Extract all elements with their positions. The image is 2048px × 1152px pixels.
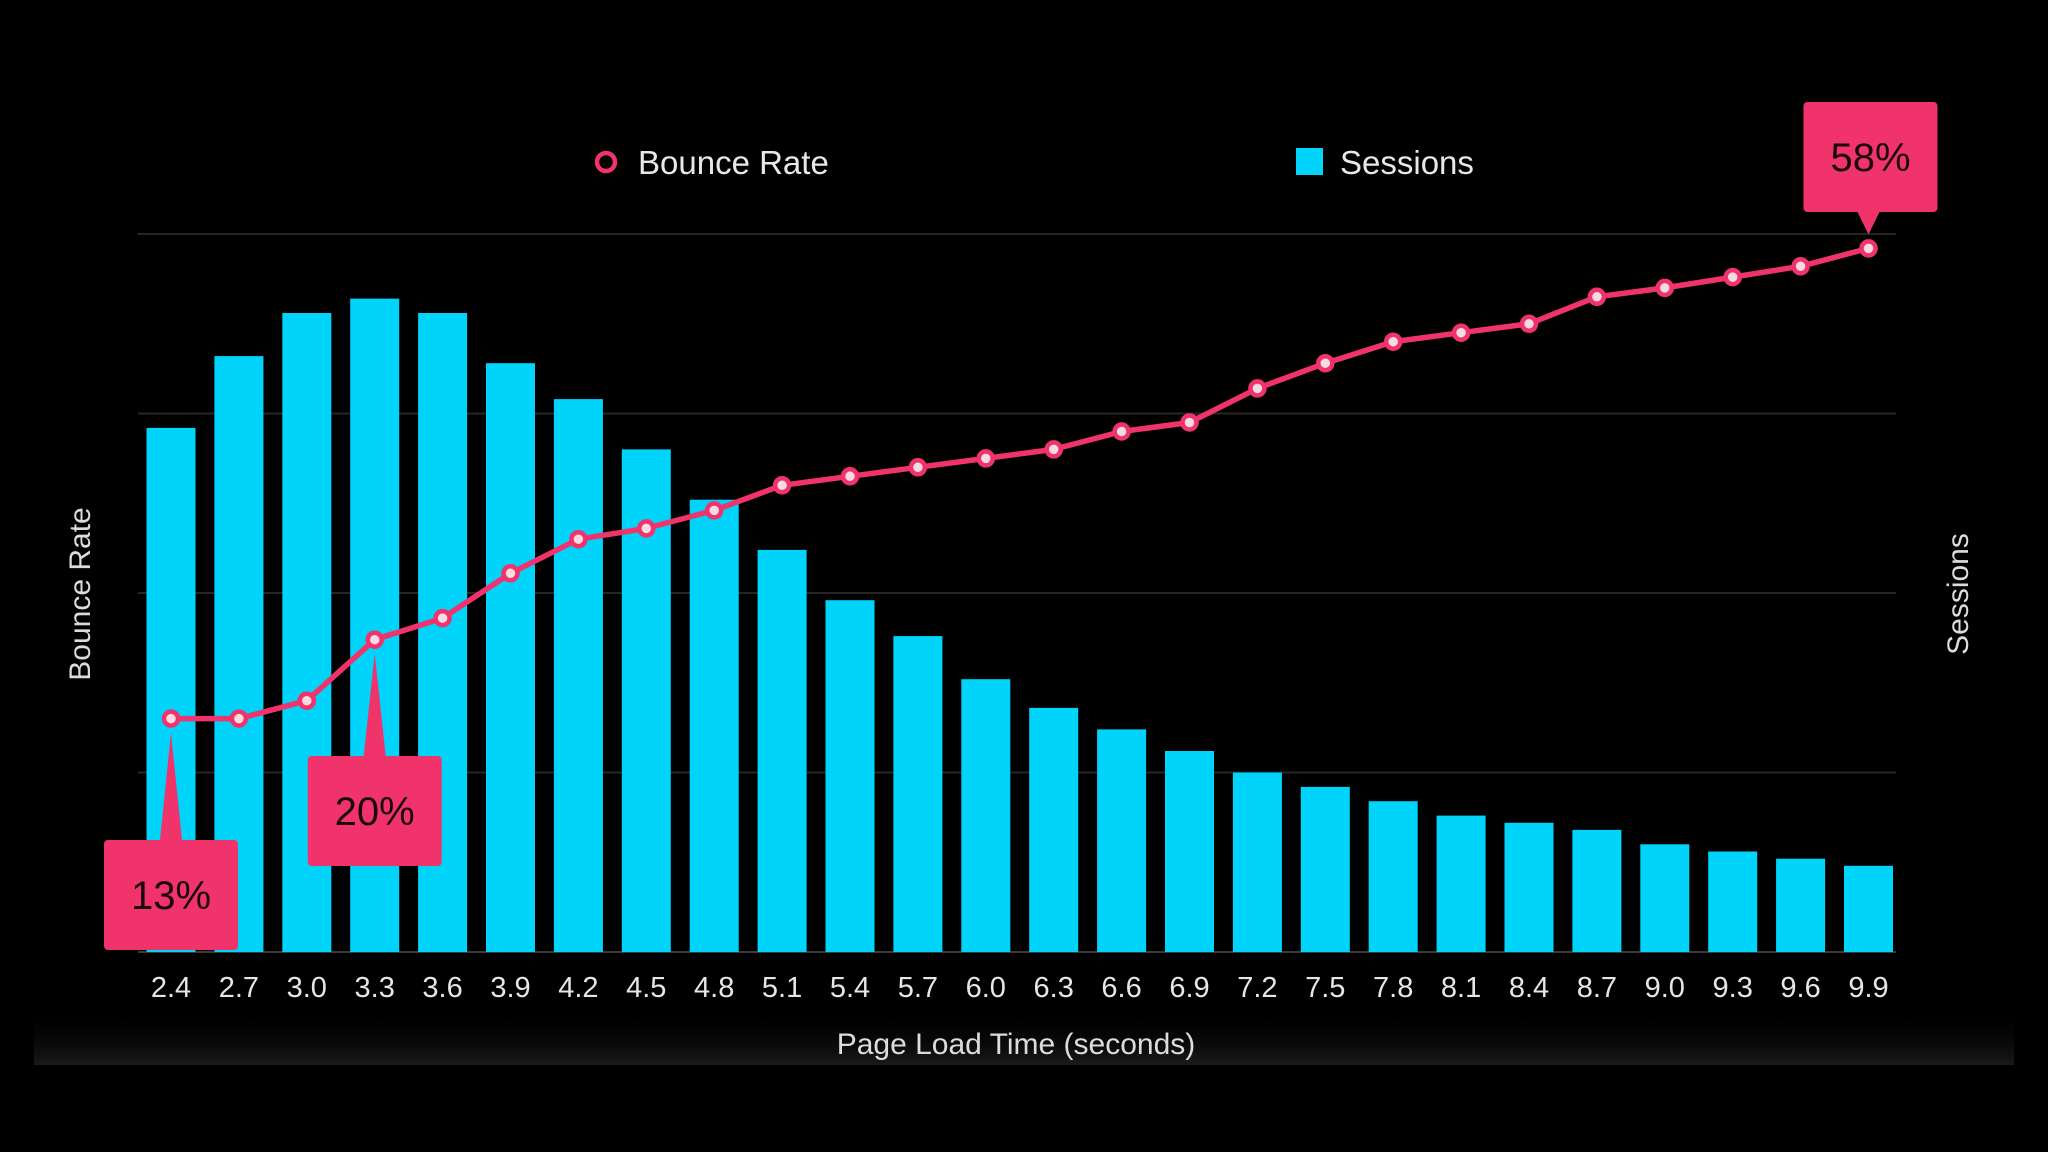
sessions-bar: [1368, 801, 1418, 952]
bounce-rate-point: [501, 564, 520, 583]
sessions-bar: [757, 549, 807, 952]
x-tick-label: 5.4: [830, 972, 870, 1004]
bounce-rate-points: [161, 239, 1878, 728]
sessions-bar: [553, 399, 603, 953]
bounce-rate-point: [704, 501, 724, 520]
x-tick-label: 8.4: [1509, 972, 1549, 1004]
x-tick-label: 8.1: [1441, 972, 1481, 1004]
x-tick-label: 3.9: [490, 972, 530, 1004]
x-tick-label: 6.6: [1101, 972, 1141, 1004]
bounce-rate-point: [569, 529, 588, 549]
bounce-rate-point: [161, 709, 181, 728]
sessions-bar: [1504, 822, 1554, 952]
sessions-bar: [1572, 829, 1622, 952]
bounce-rate-point: [1316, 353, 1335, 373]
sessions-bar: [1232, 772, 1282, 952]
x-tick-label: 6.0: [966, 972, 1006, 1004]
x-axis-ticks: 2.4 2.7 3.0 3.3 3.6 3.9 4.2 4.5 4.8 5.1 5.4 5.7 6.0 6…: [151, 972, 1889, 1004]
sessions-bar: [893, 636, 943, 952]
callout-box: [1803, 102, 1938, 212]
bounce-rate-point: [976, 449, 996, 468]
sessions-bar: [1776, 858, 1826, 952]
x-axis-title: Page Load Time (seconds): [837, 1028, 1196, 1061]
bounce-rate-point: [637, 519, 656, 538]
sessions-bar: [1029, 707, 1079, 952]
callout-label: 58%: [1830, 136, 1910, 180]
x-tick-label: 3.6: [422, 972, 462, 1004]
y-axis-right-title: Sessions: [1942, 533, 1975, 655]
x-tick-label: 3.3: [355, 972, 395, 1004]
bounce-rate-point: [1859, 239, 1878, 258]
x-tick-label: 9.6: [1780, 972, 1820, 1004]
x-tick-label: 9.9: [1848, 972, 1888, 1004]
callout-pointer: [363, 653, 386, 756]
x-tick-label: 7.2: [1237, 972, 1277, 1004]
legend-sessions-marker: [1296, 148, 1323, 175]
bounce-rate-path: [171, 245, 1870, 722]
bounce-rate-point: [229, 709, 249, 728]
sessions-bar: [1097, 729, 1147, 952]
sessions-bars: [146, 298, 1893, 953]
x-tick-label: 4.8: [694, 972, 734, 1004]
bounce-rate-point: [1791, 257, 1810, 276]
sessions-bar: [1844, 865, 1893, 952]
legend-bounce-rate-marker: [594, 150, 618, 174]
bounce-rate-point: [1587, 287, 1607, 307]
sessions-bar: [486, 363, 535, 952]
callout-pointer: [1857, 212, 1880, 235]
bounce-rate-point: [1383, 332, 1403, 351]
callout-box: [104, 840, 238, 950]
bounce-rate-point: [1248, 379, 1267, 398]
bounce-rate-point: [1180, 413, 1199, 432]
y-axis-left-title: Bounce Rate: [64, 507, 97, 680]
legend-bounce-rate-label: Bounce Rate: [638, 144, 829, 181]
x-tick-label: 9.3: [1713, 972, 1753, 1004]
callout-pointer: [160, 732, 182, 840]
legend-sessions-label: Sessions: [1340, 144, 1474, 181]
sessions-bar: [689, 499, 739, 952]
sessions-bar: [1708, 851, 1758, 952]
callout-box: [307, 756, 442, 866]
bounce-rate-point: [1451, 323, 1471, 342]
bounce-rate-point: [433, 608, 452, 628]
sessions-bar: [1640, 844, 1690, 952]
bounce-rate-point: [365, 630, 384, 649]
x-tick-label: 7.5: [1305, 972, 1345, 1004]
sessions-bar: [1165, 751, 1214, 952]
bounce-rate-point: [1723, 267, 1742, 287]
x-tick-label: 6.9: [1169, 972, 1209, 1004]
x-tick-label: 2.4: [151, 972, 191, 1004]
x-tick-label: 6.3: [1034, 972, 1074, 1004]
x-tick-label: 8.7: [1577, 972, 1617, 1004]
sessions-bar: [1436, 815, 1486, 952]
bounce-rate-line: [171, 245, 1870, 722]
x-tick-label: 2.7: [219, 972, 259, 1004]
bounce-rate-point: [1112, 422, 1131, 441]
x-tick-label: 3.0: [287, 972, 327, 1004]
x-tick-label: 9.0: [1645, 972, 1685, 1004]
bounce-rate-point: [772, 476, 792, 495]
x-tick-label: 5.7: [898, 972, 938, 1004]
bounce-rate-point: [1519, 314, 1539, 334]
bottom-strip: [34, 1010, 2014, 1065]
x-tick-label: 4.2: [558, 972, 598, 1004]
x-tick-label: 4.5: [626, 972, 666, 1004]
bounce-rate-point: [1655, 278, 1675, 298]
x-tick-label: 7.8: [1373, 972, 1413, 1004]
sessions-bar: [961, 679, 1011, 952]
bounce-rate-point: [1044, 440, 1063, 459]
x-tick-label: 5.1: [762, 972, 802, 1004]
callout-label: 13%: [131, 874, 211, 918]
sessions-bar: [1300, 786, 1350, 952]
sessions-bar: [825, 600, 875, 952]
bounce-rate-point: [908, 458, 928, 477]
bounce-rate-point: [297, 691, 317, 710]
callouts: 13% 20% 58%: [104, 102, 1938, 950]
bounce-rate-point: [840, 467, 860, 486]
legend: Bounce Rate Sessions: [594, 144, 1474, 181]
callout-label: 20%: [335, 790, 415, 834]
